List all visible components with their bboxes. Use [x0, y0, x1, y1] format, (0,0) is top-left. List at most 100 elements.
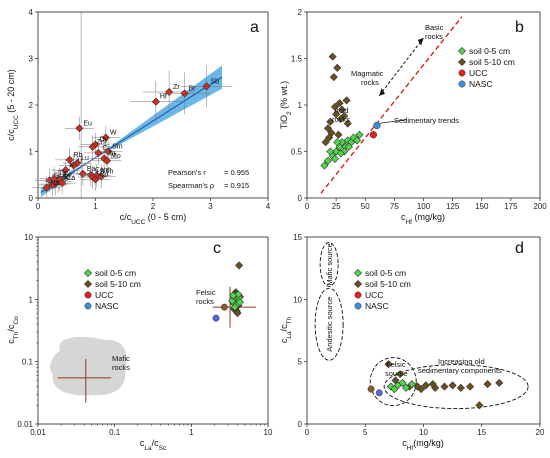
b-soil-5-10-point: [340, 112, 349, 121]
b-soil-5-10-point: [323, 124, 332, 133]
b-nasc-point: [373, 121, 381, 130]
a-point-label: Cr: [102, 145, 110, 152]
c-legend-marker: [83, 279, 93, 289]
d-soil-5-10-point: [475, 401, 484, 410]
a-data-point: [97, 172, 106, 181]
b-xtick-label: 100: [417, 202, 431, 211]
b-legend-label: soil 0-5 cm: [469, 46, 510, 56]
b-soil-0-5-point: [340, 147, 349, 156]
b-soil-0-5-point: [326, 147, 335, 156]
b-soil-0-5-point: [344, 142, 353, 151]
b-soil-0-5-point: [320, 161, 329, 170]
a-point-label: U: [78, 157, 83, 164]
b-dashed-red-trend: [320, 16, 463, 194]
d-y-axis-label: cLa/cTh: [279, 316, 293, 343]
d-soil-0-5-point: [407, 380, 416, 389]
a-data-point: [42, 183, 51, 192]
a-data-point: [104, 147, 113, 156]
c-soil-5-10-point: [235, 261, 244, 270]
b-soil-0-5-point: [323, 156, 332, 165]
d-annotation-increasing: Increasing old: [438, 357, 485, 366]
a-xtick-label: 2: [151, 202, 156, 211]
b-soil-0-5-point: [353, 136, 362, 145]
a-pearson-label: Pearson's r: [168, 168, 206, 177]
c-nasc-point: [212, 314, 220, 322]
c-mafic-rocks-region: [50, 337, 127, 396]
b-ytick-label: 0.5: [291, 148, 303, 157]
b-ytick-label: 1: [298, 101, 303, 110]
d-legend-marker: [353, 279, 363, 289]
a-point-label: W: [110, 130, 117, 137]
b-soil-5-10-point: [330, 102, 339, 111]
c-annotation-felsic-2: rocks: [196, 297, 214, 306]
a-point-label: Fe: [64, 171, 72, 178]
a-point-label: Co: [100, 171, 109, 178]
d-legend-marker: [353, 268, 363, 278]
c-xtick-label: 10: [264, 428, 273, 437]
d-soil-5-10-point: [456, 383, 465, 392]
d-soil-5-10-point: [421, 381, 430, 390]
d-ucc-point: [367, 385, 375, 393]
a-point-label: Ba: [87, 166, 96, 173]
c-soil-0-5-point: [230, 303, 239, 312]
a-x-axis-label: c/cUCC (0 - 5 cm): [120, 212, 187, 226]
a-pearson-value: = 0.955: [224, 168, 249, 177]
d-annotation-felsic-2: source: [385, 369, 408, 378]
panel-c: 0.01 0.1 1 100.010.1110cMaficrocksFelsicroc…: [6, 233, 273, 452]
c-ytick-label: 10: [24, 233, 33, 242]
d-xtick-label: 10: [419, 428, 428, 437]
d-panel-label: d: [515, 240, 524, 257]
b-soil-5-10-point: [332, 110, 341, 119]
c-xtick-label: 0.1: [109, 428, 121, 437]
a-point-label: Th: [105, 169, 113, 176]
a-data-point: [61, 166, 70, 175]
d-ytick-label: 0: [298, 420, 303, 429]
b-x-axis-label: cHf (mg/kg): [401, 212, 445, 226]
a-y-axis-label: c/cUCC (5 - 20 cm): [6, 69, 20, 141]
d-felsic-source-ellipse: [369, 357, 417, 407]
a-point-label: Mo: [111, 153, 121, 160]
c-annotation-mafic: Mafic: [112, 354, 130, 363]
b-xtick-label: 175: [504, 202, 518, 211]
c-xtick-label: 0.01: [30, 428, 46, 437]
b-soil-5-10-point: [337, 105, 346, 114]
d-soil-5-10-point: [466, 382, 475, 391]
b-soil-5-10-point: [342, 96, 351, 105]
d-xtick-label: 0: [305, 428, 310, 437]
a-spearman-label: Spearman's ρ: [168, 181, 214, 190]
d-xtick-label: 20: [536, 428, 545, 437]
b-xtick-label: 0: [305, 202, 310, 211]
c-xtick-label: 1: [189, 428, 194, 437]
a-ytick-label: 2: [29, 101, 34, 110]
d-mafic-source-ellipse: [319, 241, 339, 287]
a-point-label: Ta: [108, 150, 116, 157]
a-point-label: Hf: [160, 94, 167, 101]
b-xtick-label: 25: [332, 202, 341, 211]
b-xtick-label: 50: [361, 202, 370, 211]
a-data-point: [94, 148, 103, 157]
d-soil-5-10-point: [417, 385, 426, 394]
a-data-point: [75, 124, 84, 133]
c-legend-label: UCC: [95, 290, 113, 300]
b-annotation-sedimentary: Sedimentary trends: [394, 116, 459, 125]
c-soil-0-5-point: [234, 290, 243, 299]
a-ytick-label: 3: [29, 55, 34, 64]
c-legend-label: NASC: [95, 301, 119, 311]
a-xtick-label: 4: [266, 202, 271, 211]
c-soil-0-5-point: [229, 291, 238, 300]
a-data-point: [88, 142, 97, 151]
d-legend-marker: [354, 302, 362, 310]
d-xtick-label: 15: [477, 428, 486, 437]
panel-d: 0 5 10 15 20 0 5 10 15 d Mafic source Andesitic sou…: [279, 233, 545, 452]
d-soil-5-10-point: [384, 360, 393, 369]
c-y-axis-label: cTh/cCo: [6, 316, 20, 344]
b-arrow-head-down: [379, 88, 386, 96]
d-legend-marker: [354, 291, 362, 299]
d-soil-0-5-point: [390, 385, 399, 394]
a-point-label: Zn: [97, 139, 105, 146]
a-data-point: [58, 179, 67, 188]
a-point-label: Nd: [101, 168, 110, 175]
b-soil-5-10-point: [343, 119, 352, 128]
